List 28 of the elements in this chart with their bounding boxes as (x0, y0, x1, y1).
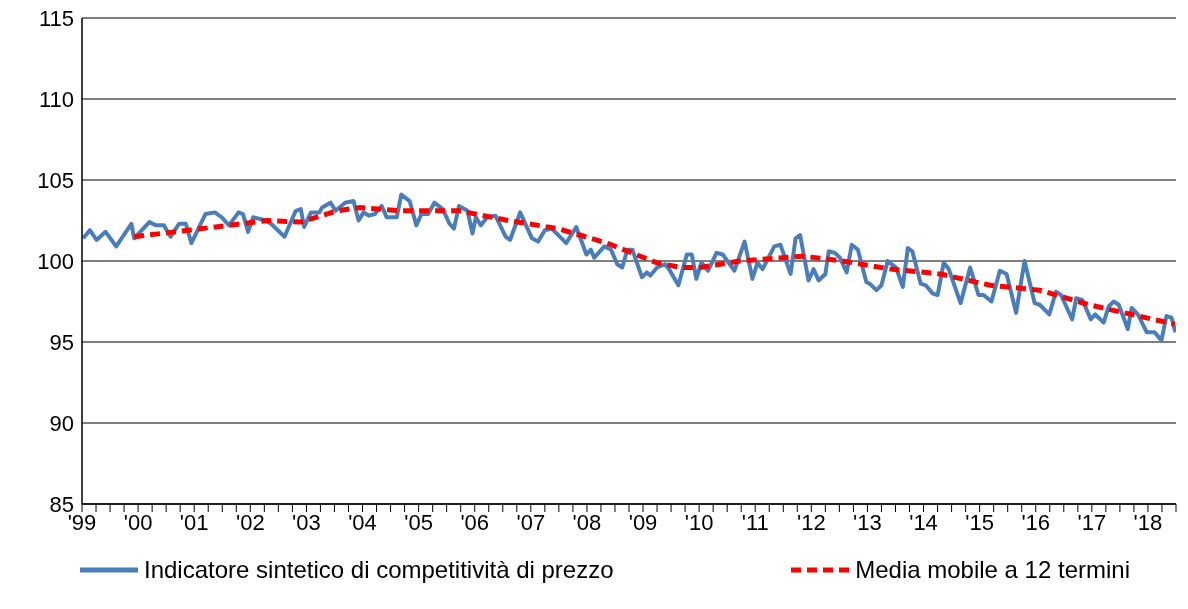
x-tick-label: '10 (684, 509, 714, 535)
x-tick-label: '06 (460, 509, 490, 535)
x-tick-label: '18 (1133, 509, 1163, 535)
x-tick-label: '07 (516, 509, 546, 535)
x-tick-label: '02 (235, 509, 265, 535)
x-tick-label: '01 (179, 509, 209, 535)
y-tick-label: 105 (37, 167, 74, 193)
x-tick-label: '14 (909, 509, 938, 535)
x-tick-label: '08 (572, 509, 602, 535)
x-tick-label: '17 (1077, 509, 1107, 535)
x-tick-label: '00 (123, 509, 153, 535)
x-tick-label: '05 (404, 509, 433, 535)
y-tick-label: 100 (37, 248, 74, 274)
x-tick-label: '12 (797, 509, 826, 535)
x-tick-label: '16 (1021, 509, 1051, 535)
x-tick-label: '15 (965, 509, 994, 535)
y-tick-label: 110 (38, 86, 74, 112)
x-tick-label: '03 (292, 509, 321, 535)
legend-label: Media mobile a 12 termini (855, 556, 1130, 584)
x-tick-label: '13 (853, 509, 882, 535)
y-tick-label: 90 (49, 410, 74, 436)
line-series (82, 192, 1176, 343)
x-tick-label: '09 (628, 509, 658, 535)
y-tick-label: 95 (49, 329, 74, 355)
y-tick-label: 115 (38, 5, 74, 31)
legend-label: Indicatore sintetico di competitività di prezzo (144, 556, 614, 584)
x-tick-label: '11 (741, 509, 769, 535)
x-tick-label: '04 (348, 509, 377, 535)
